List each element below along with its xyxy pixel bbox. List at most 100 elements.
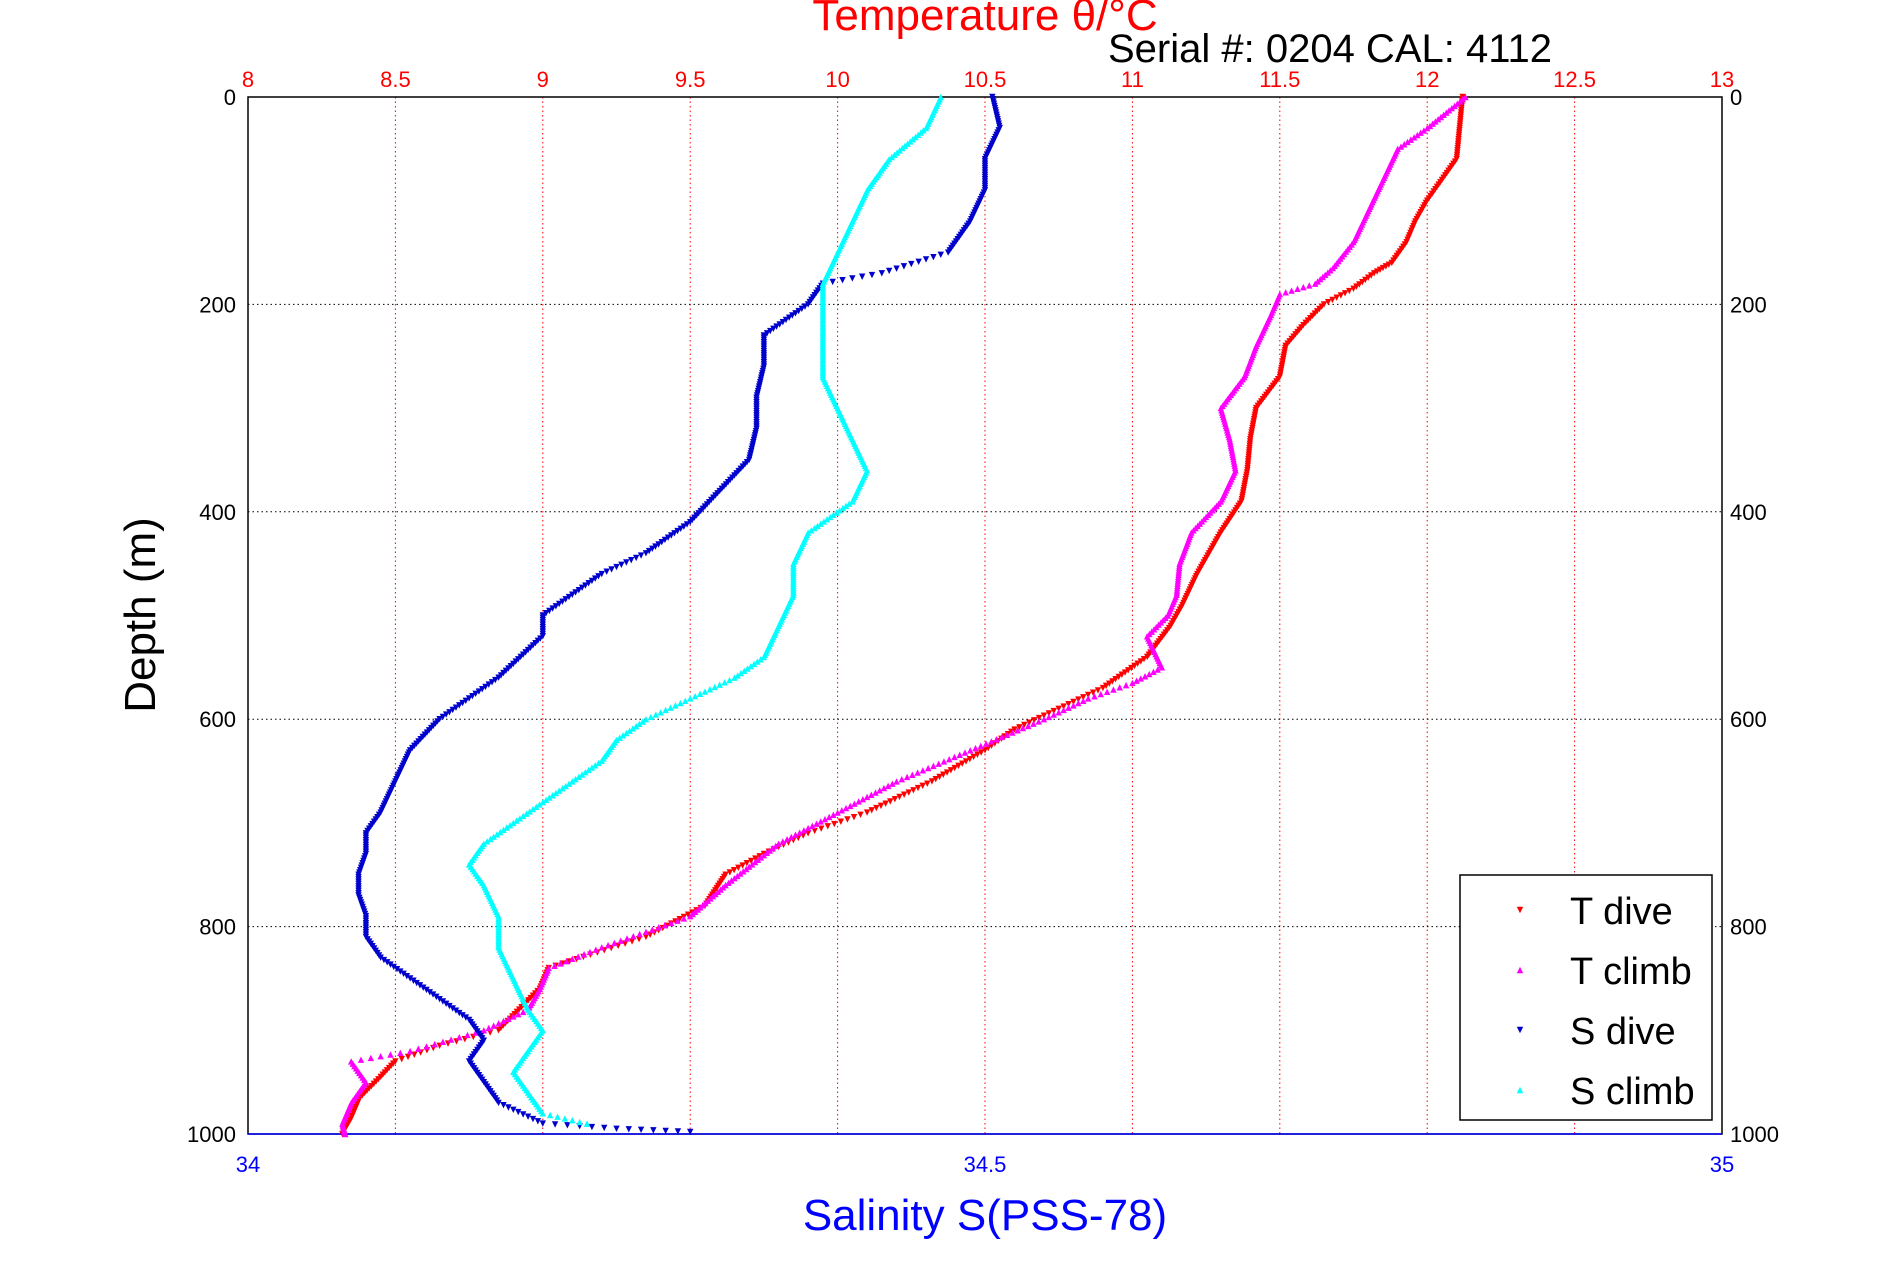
data-point [342, 1130, 349, 1138]
data-point [603, 568, 610, 575]
data-point [576, 1118, 583, 1126]
data-point [536, 801, 543, 808]
data-point [839, 277, 846, 284]
data-point [977, 742, 984, 750]
data-point [731, 875, 738, 882]
data-point [616, 734, 623, 741]
data-point [400, 970, 407, 978]
data-point [1325, 298, 1332, 306]
data-point [967, 747, 974, 754]
data-point [1341, 290, 1349, 297]
data-point [827, 513, 834, 521]
data-point [728, 877, 735, 884]
data-point [1329, 296, 1336, 304]
data-point [495, 1027, 502, 1034]
data-point [909, 771, 916, 778]
data-point [500, 1017, 507, 1025]
data-point [711, 683, 718, 691]
data-point [650, 1127, 657, 1134]
data-point [789, 312, 796, 319]
data-point [672, 702, 679, 709]
data-point [555, 787, 563, 794]
data-point [500, 1101, 507, 1109]
data-point [726, 869, 734, 876]
data-point [887, 798, 894, 805]
data-point [661, 921, 669, 929]
legend-marker [1516, 1086, 1524, 1094]
data-point [446, 709, 453, 716]
data-point [472, 690, 479, 698]
data-point [1311, 280, 1319, 287]
data-point [630, 933, 637, 940]
data-point [595, 573, 602, 580]
data-point [655, 924, 662, 931]
data-point [868, 271, 876, 279]
data-point [1379, 264, 1387, 272]
data-point [1373, 268, 1381, 275]
data-point [914, 769, 921, 776]
data-point [557, 960, 564, 967]
data-point [397, 968, 404, 975]
data-point [943, 769, 951, 776]
data-point [1359, 278, 1366, 286]
depth-tick-label-left: 800 [199, 915, 236, 940]
data-point [580, 951, 588, 958]
legend-box [1459, 874, 1713, 1121]
data-point [773, 323, 780, 330]
salinity-tick-label: 34 [236, 1152, 260, 1177]
temp-tick-label: 9 [537, 67, 549, 92]
data-point [696, 690, 704, 698]
data-point [687, 518, 694, 526]
data-point [433, 993, 440, 1001]
depth-tick-label-right: 200 [1730, 292, 1767, 317]
data-point [1404, 138, 1411, 146]
temp-tick-label: 12.5 [1553, 67, 1596, 92]
data-point [725, 879, 732, 887]
data-point [513, 817, 520, 824]
data-point [1091, 693, 1098, 700]
data-point [674, 917, 681, 924]
data-point [739, 862, 746, 869]
legend-marker [1516, 1026, 1524, 1034]
data-point [1370, 270, 1378, 277]
data-point [760, 851, 768, 859]
data-point [465, 695, 473, 702]
legend-label: T dive [1570, 891, 1673, 933]
data-point [490, 1022, 497, 1029]
data-point [830, 811, 837, 818]
data-point [763, 330, 771, 337]
data-point [636, 720, 643, 728]
data-point [842, 502, 850, 510]
data-point [1346, 287, 1353, 295]
data-point [459, 699, 466, 707]
data-point [1094, 687, 1102, 694]
data-point [551, 1121, 559, 1128]
data-point [993, 735, 1000, 743]
data-point [882, 800, 889, 807]
data-point [757, 854, 765, 861]
data-point [1143, 653, 1151, 661]
data-point [569, 778, 576, 785]
data-point [505, 1104, 512, 1111]
data-point [677, 699, 684, 707]
data-point [798, 305, 806, 313]
data-point [900, 791, 908, 798]
data-point [1024, 722, 1032, 730]
data-point [456, 702, 463, 709]
data-point [1035, 714, 1043, 722]
data-point [647, 713, 655, 721]
data-point [1385, 261, 1393, 268]
data-point [961, 749, 969, 756]
data-point [775, 840, 782, 847]
data-point [809, 822, 816, 830]
data-point [452, 704, 460, 711]
data-point [946, 755, 953, 763]
data-point [830, 511, 837, 518]
data-point [842, 804, 850, 812]
data-point [1030, 720, 1037, 727]
data-point [837, 818, 845, 825]
data-point [674, 1128, 682, 1135]
data-point [779, 318, 787, 326]
data-point [800, 827, 808, 834]
data-point [1365, 274, 1372, 281]
